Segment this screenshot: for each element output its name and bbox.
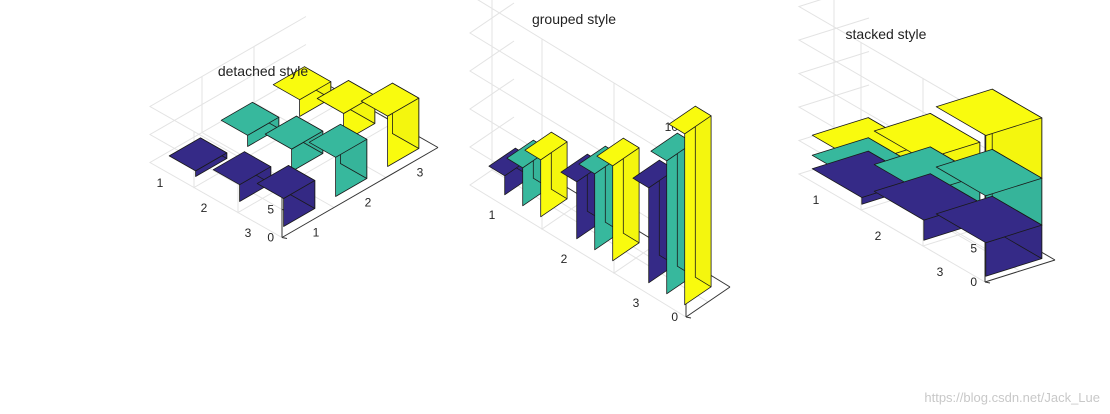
bar: [668, 105, 712, 306]
bar: [272, 66, 332, 117]
y-axis-line: [281, 147, 439, 238]
title-stacked: stacked style: [846, 26, 927, 42]
y-tick-label: 3: [937, 265, 944, 279]
plot-detached: 0510123123: [148, 16, 439, 245]
bar-top-face: [935, 88, 1043, 136]
bar: [935, 195, 1043, 277]
x-tick-label: 2: [365, 196, 372, 210]
z-tick: [685, 316, 692, 319]
grid-line: [541, 39, 587, 230]
bar-top-face: [668, 105, 712, 135]
y-tick-label: 3: [245, 226, 252, 240]
bar-top-face: [272, 66, 332, 101]
z-tick: [281, 237, 288, 239]
plot-grouped: 0246810123: [469, 0, 731, 324]
bar-top-face: [524, 131, 568, 161]
watermark-text: https://blog.csdn.net/Jack_Lue: [924, 390, 1100, 405]
title-detached: detached style: [218, 63, 308, 79]
bar-top-face: [256, 165, 316, 199]
bar-top-face: [220, 101, 280, 136]
z-tick-label: 5: [970, 242, 977, 256]
y-tick-label: 2: [201, 201, 208, 215]
y-tick-label: 2: [561, 252, 568, 266]
x-tick-label: 1: [313, 226, 320, 240]
y-tick-label: 1: [157, 176, 164, 190]
bar: [212, 151, 272, 202]
plot-stacked: 0510152025123: [797, 0, 1056, 289]
z-tick-label: 0: [970, 275, 977, 289]
bar-top-face: [212, 151, 272, 186]
y-axis-line: [685, 286, 731, 318]
bar-top-face: [308, 123, 368, 158]
y-axis-line: [984, 259, 1056, 283]
grid-line: [469, 2, 687, 166]
z-tick-label: 5: [267, 203, 274, 217]
bar: [316, 80, 376, 142]
bar-top-face: [935, 195, 1043, 244]
bar: [308, 123, 368, 197]
bar: [256, 165, 316, 227]
grid-line: [797, 0, 986, 115]
y-tick-label: 3: [633, 296, 640, 310]
y-tick-label: 1: [489, 208, 496, 222]
y-tick-label: 2: [875, 229, 882, 243]
x-tick-label: 3: [417, 166, 424, 180]
y-tick-label: 1: [813, 193, 820, 207]
title-grouped: grouped style: [532, 11, 616, 27]
bar: [360, 82, 420, 167]
z-tick-label: 0: [267, 231, 274, 245]
bar-top-face: [168, 137, 228, 172]
bar-side-face: [694, 105, 712, 288]
bar-top-face: [873, 113, 981, 161]
bar-top-face: [935, 148, 1043, 197]
bar: [524, 131, 568, 218]
bar-top-face: [596, 137, 640, 167]
bar: [168, 137, 228, 177]
z-tick-label: 0: [671, 310, 678, 324]
bar-top-face: [264, 115, 324, 150]
bar-top-face: [360, 82, 420, 117]
bar: [220, 101, 280, 147]
